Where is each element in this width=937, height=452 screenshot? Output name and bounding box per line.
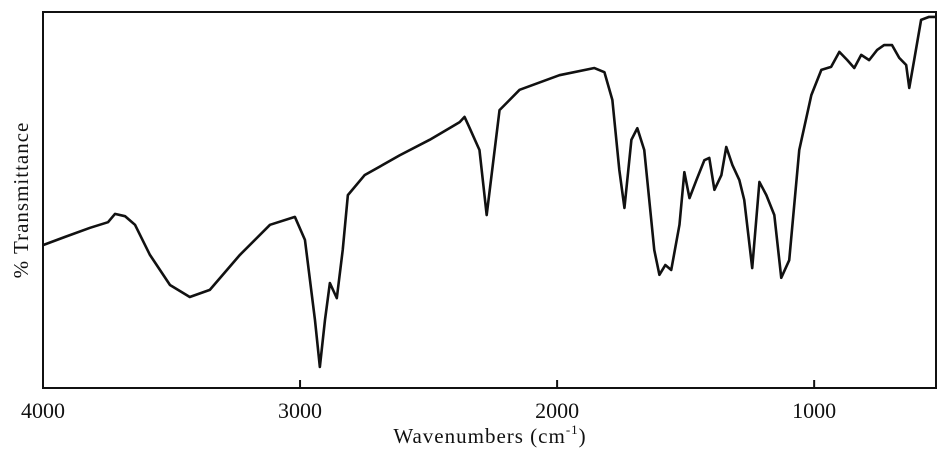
x-tick-label: 4000	[21, 398, 65, 423]
x-tick-label: 1000	[792, 398, 836, 423]
spectrum-line	[42, 15, 936, 369]
x-axis-title-superscript: -1	[566, 422, 579, 437]
x-axis-title-text: Wavenumbers (cm	[393, 424, 566, 448]
x-tick-label: 3000	[278, 398, 322, 423]
x-axis-title-tail: )	[579, 424, 587, 448]
plot-frame	[42, 11, 937, 389]
x-axis-title: Wavenumbers (cm-1)	[393, 422, 586, 448]
x-tick-label: 2000	[535, 398, 579, 423]
y-axis-title: % Transmittance	[9, 122, 33, 279]
